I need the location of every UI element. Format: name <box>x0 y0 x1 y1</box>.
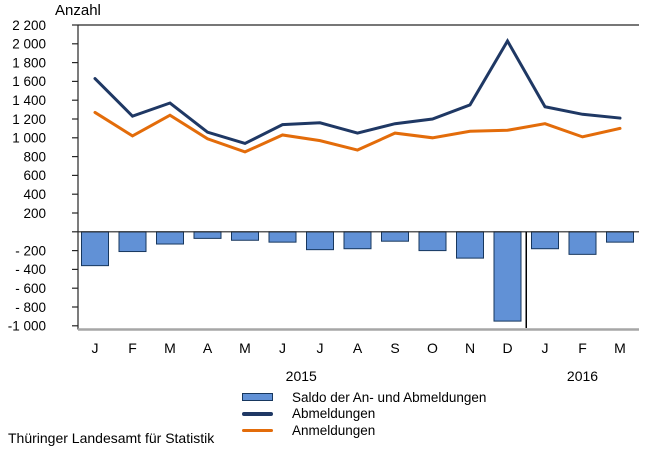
y-tick-label: - 400 <box>15 262 46 277</box>
saldo-bar <box>493 231 522 322</box>
abmeldungen-line <box>93 37 622 146</box>
combo-chart: 2 200 2 000 1 800 1 600 1 400 1 200 1 000 800 60… <box>8 18 639 384</box>
saldo-bar-swatch-icon <box>242 393 273 402</box>
saldo-bar <box>343 231 372 250</box>
month-label: M <box>239 340 251 356</box>
y-tick-label: - 600 <box>15 281 46 296</box>
saldo-bar <box>231 231 259 241</box>
year-label: 2015 <box>286 368 317 384</box>
saldo-bars <box>81 231 634 322</box>
y-tick-label: 800 <box>23 149 46 164</box>
legend-item-abmeldungen: Abmeldungen <box>242 406 486 423</box>
saldo-bar <box>306 231 334 251</box>
legend-item-anmeldungen: Anmeldungen <box>242 422 486 439</box>
saldo-bar <box>193 231 222 239</box>
month-label: M <box>164 340 176 356</box>
month-label: M <box>614 340 626 356</box>
y-tick-label: 2 000 <box>12 37 46 52</box>
y-tick-label: - 200 <box>15 243 46 258</box>
month-label: A <box>353 340 363 356</box>
legend-item-saldo: Saldo der An- und Abmeldungen <box>242 389 486 406</box>
month-label: O <box>427 340 438 356</box>
anmeldungen-line-swatch-icon <box>242 428 273 432</box>
saldo-bar <box>456 231 484 259</box>
month-label: J <box>279 340 286 356</box>
source-attribution: Thüringer Landesamt für Statistik <box>8 430 215 446</box>
month-label: N <box>465 340 475 356</box>
month-label: J <box>317 340 324 356</box>
y-tick-label: 1 000 <box>12 131 46 146</box>
y-tick-label: 1 200 <box>12 112 46 127</box>
y-tick-label: -1 000 <box>8 319 46 334</box>
month-label: J <box>542 340 549 356</box>
legend: Saldo der An- und Abmeldungen Abmeldunge… <box>242 389 486 439</box>
y-tick-label: 400 <box>23 187 46 202</box>
saldo-bar <box>81 231 109 267</box>
x-axis-year-labels: 2015 2016 <box>286 368 599 384</box>
saldo-bar <box>118 231 147 253</box>
saldo-bar <box>156 231 184 245</box>
y-axis-labels: 2 200 2 000 1 800 1 600 1 400 1 200 1 000 800 60… <box>8 18 46 334</box>
month-label: F <box>578 340 587 356</box>
saldo-bar <box>606 231 634 243</box>
plot-frame <box>77 24 639 331</box>
saldo-bar <box>568 231 597 255</box>
saldo-bar <box>268 231 297 243</box>
month-label: A <box>203 340 213 356</box>
y-tick-label: 200 <box>23 206 46 221</box>
legend-label-saldo: Saldo der An- und Abmeldungen <box>292 389 487 405</box>
anmeldungen-line <box>93 110 622 154</box>
legend-label-anmeldungen: Anmeldungen <box>292 422 376 438</box>
saldo-bar <box>381 231 409 242</box>
y-axis-ticks <box>72 24 78 327</box>
year-label: 2016 <box>567 368 598 384</box>
month-label: J <box>92 340 99 356</box>
month-label: D <box>502 340 512 356</box>
y-tick-label: 2 200 <box>12 18 46 33</box>
y-tick-label: 1 800 <box>12 55 46 70</box>
y-axis-title: Anzahl <box>55 2 101 19</box>
month-label: F <box>128 340 137 356</box>
y-tick-label: 600 <box>23 168 46 183</box>
abmeldungen-line-swatch-icon <box>242 412 273 416</box>
y-tick-label: 1 600 <box>12 74 46 89</box>
month-label: S <box>390 340 399 356</box>
saldo-bar <box>418 231 447 252</box>
legend-label-abmeldungen: Abmeldungen <box>292 406 376 422</box>
y-tick-label: 1 400 <box>12 93 46 108</box>
saldo-bar <box>531 231 559 250</box>
y-tick-label: - 800 <box>15 300 46 315</box>
